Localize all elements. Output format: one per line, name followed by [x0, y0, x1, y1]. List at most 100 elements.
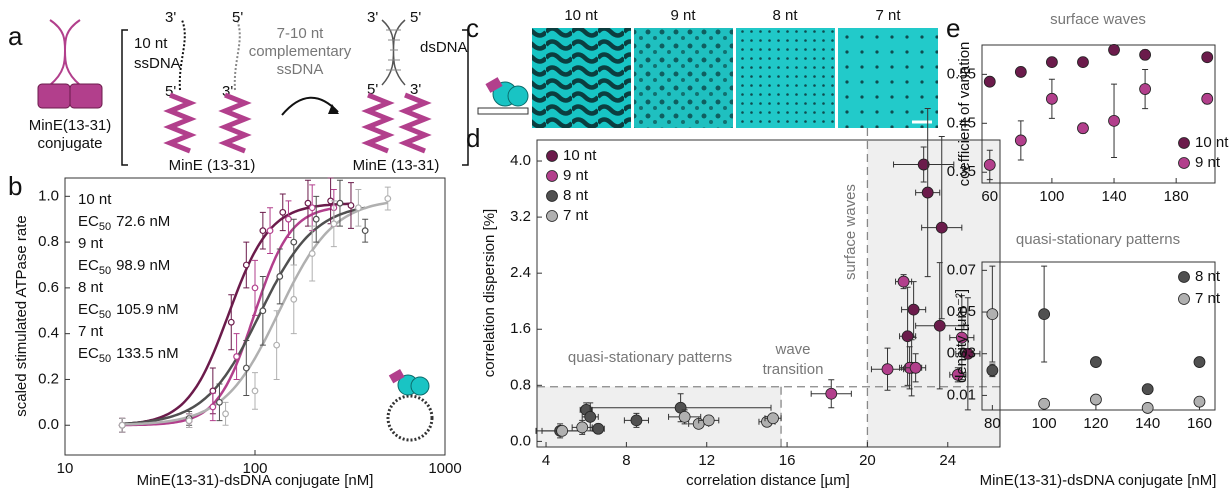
annotation: wave	[774, 341, 810, 358]
legend-label: 8 nt	[78, 279, 104, 296]
x-tick-label: 100	[1039, 188, 1064, 205]
y-tick-label: 0.4	[38, 325, 59, 342]
x-tick-label: 8	[622, 452, 630, 469]
data-point	[1077, 122, 1089, 135]
data-point	[118, 421, 126, 429]
helix	[218, 92, 252, 154]
data-point	[384, 195, 392, 203]
data-point	[1077, 56, 1089, 69]
x-tick-label: 80	[984, 415, 1001, 432]
y-tick-label: 0.05	[947, 303, 976, 320]
micrograph	[838, 28, 938, 128]
panel-label: a	[8, 21, 23, 51]
linker-icon	[49, 19, 81, 86]
y-tick-label: 0.8	[38, 233, 59, 250]
plot-frame	[536, 139, 1001, 448]
data-point	[917, 158, 930, 171]
micrograph-label: 9 nt	[670, 7, 696, 24]
data-point	[1038, 397, 1051, 410]
data-point	[1139, 48, 1151, 61]
protein-icon	[388, 369, 405, 384]
x-axis-label: correlation distance [µm]	[686, 472, 850, 489]
y-tick-label: 2.4	[510, 264, 531, 281]
ec50-value: 72.6 nM	[116, 213, 170, 230]
data-point	[222, 410, 229, 418]
legend-label: 10 nt	[563, 147, 597, 164]
x-tick-label: 12	[698, 452, 715, 469]
data-point	[1014, 66, 1027, 78]
data-point	[276, 273, 284, 280]
schematic: MinE(13-31) conjugate 10 nt ssDNA 3' 5' …	[29, 9, 469, 174]
data-point	[1141, 383, 1154, 396]
data-point	[290, 238, 298, 246]
x-tick-label: 160	[1187, 415, 1212, 432]
legend-label: 9 nt	[78, 235, 104, 252]
legend-marker	[546, 190, 558, 202]
x-tick-label: 16	[779, 452, 796, 469]
legend-ec50: EC50 105.9 nM	[78, 301, 179, 321]
plot-frame	[981, 261, 1216, 411]
data-point	[290, 295, 298, 303]
protein-icon	[507, 85, 529, 107]
label: MinE (13-31)	[353, 157, 440, 174]
micrograph	[634, 28, 733, 128]
data-point	[1193, 356, 1206, 368]
bracket	[462, 29, 469, 166]
label: conjugate	[37, 135, 102, 152]
micrograph	[532, 28, 631, 128]
micrographs: 10 nt 9 nt 8 nt 7 nt	[477, 7, 938, 128]
ec50-subscript: 50	[99, 265, 111, 277]
data-point	[312, 215, 320, 223]
x-tick-label: 180	[1164, 188, 1189, 205]
x-axis-label: MinE(13-31)-dsDNA conjugate [nM]	[980, 472, 1217, 489]
protein-icon	[37, 83, 71, 109]
y-axis-label: scaled stimulated ATPase rate	[13, 215, 30, 417]
y-tick-label: 1.6	[510, 320, 531, 337]
data-point	[584, 410, 597, 423]
ec50-value: 133.5 nM	[116, 345, 179, 362]
y-tick-label: 0.35	[947, 163, 976, 180]
data-point	[1108, 114, 1120, 127]
data-point	[951, 368, 964, 381]
data-point	[347, 202, 355, 209]
legend-ec50: EC50 133.5 nM	[78, 345, 179, 365]
data-point	[259, 227, 267, 235]
plot-frame	[981, 44, 1216, 184]
bracket	[121, 29, 128, 166]
micrograph	[736, 28, 835, 128]
ec50-prefix: EC	[78, 301, 99, 318]
x-tick-label: 1000	[428, 460, 461, 477]
data-point	[576, 421, 589, 434]
panel-label: e	[946, 13, 960, 43]
vesicle	[386, 394, 434, 442]
legend-label: 10 nt	[78, 191, 112, 208]
protein-icon	[410, 376, 430, 396]
region-shade	[537, 386, 782, 447]
arrowhead	[328, 104, 339, 114]
legend-label: 8 nt	[1195, 268, 1221, 285]
label: complementary	[249, 43, 352, 60]
label: ssDNA	[134, 55, 181, 72]
ec50-prefix: EC	[78, 213, 99, 230]
data-point	[251, 284, 259, 292]
data-point	[983, 75, 996, 88]
x-axis-label: MinE(13-31)-dsDNA conjugate [nM]	[137, 472, 374, 489]
data-point	[986, 364, 999, 377]
data-point	[961, 347, 974, 360]
label: 3'	[222, 83, 233, 100]
y-axis-label: correlation dispersion [%]	[481, 209, 498, 377]
label: 10 nt	[134, 35, 168, 52]
x-tick-label: 120	[1083, 415, 1108, 432]
x-tick-label: 100	[1032, 415, 1057, 432]
label: 3'	[165, 9, 176, 26]
legend-marker	[1178, 293, 1190, 305]
y-tick-label: 1.0	[38, 187, 59, 204]
micrograph-label: 7 nt	[875, 7, 901, 24]
region-shade	[867, 140, 1000, 447]
ec50-subscript: 50	[99, 353, 111, 365]
ec50-prefix: EC	[78, 257, 99, 274]
data-point	[1046, 56, 1058, 69]
data-point	[233, 353, 240, 360]
ec50-subscript: 50	[99, 221, 111, 233]
